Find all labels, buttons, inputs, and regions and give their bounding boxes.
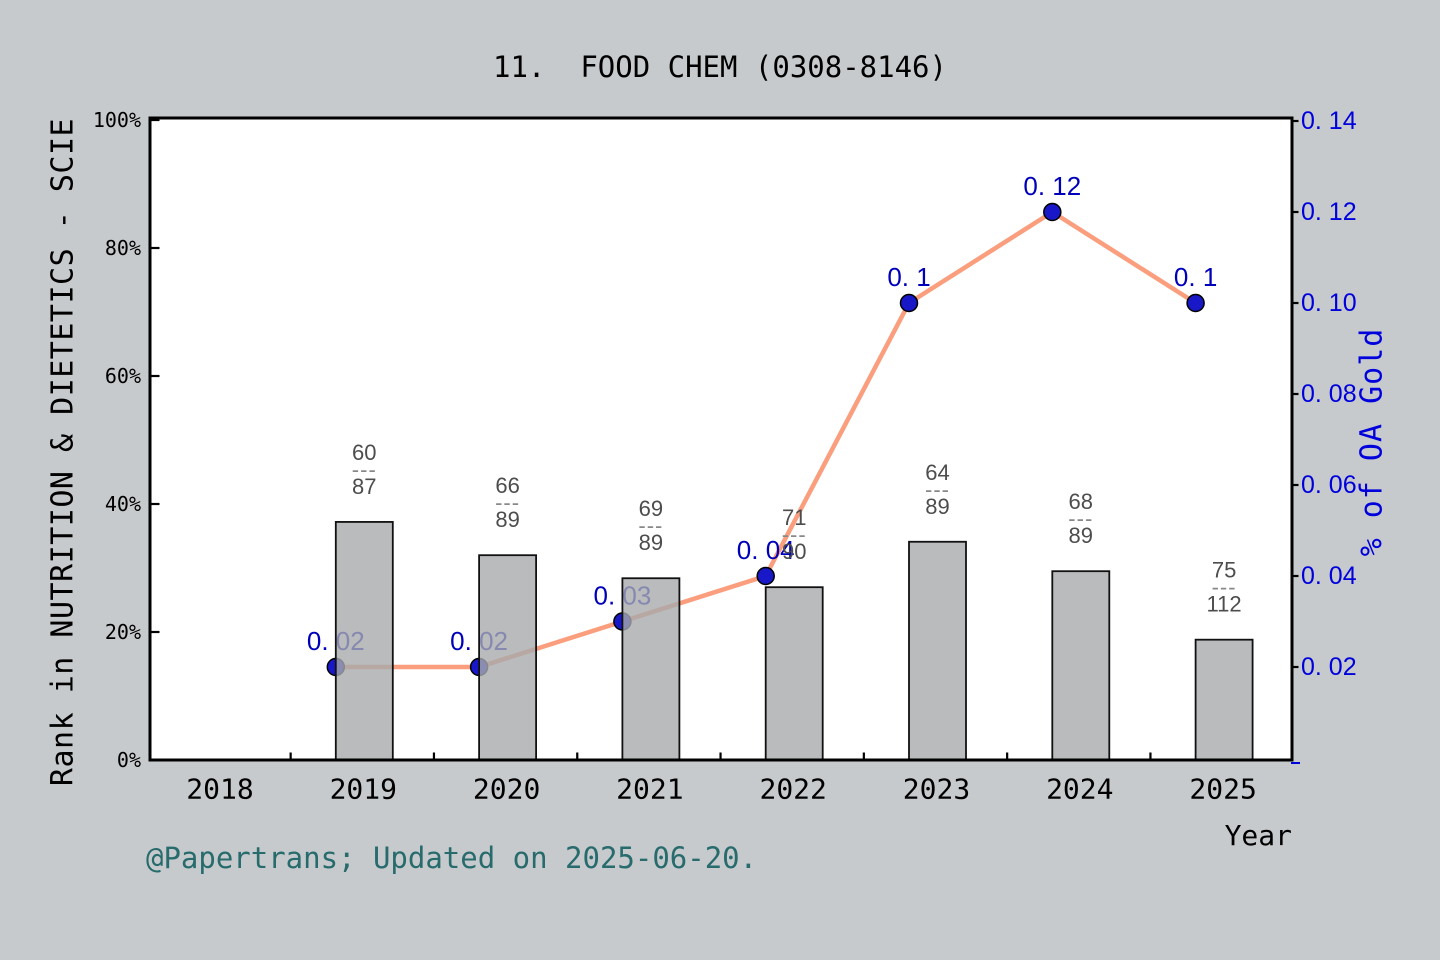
data-point-2022	[756, 566, 775, 586]
x-axis-title: Year	[1224, 819, 1292, 852]
value-label-2025: 0. 1	[1174, 262, 1217, 292]
fraction-bar-2020: ---	[495, 490, 520, 515]
fraction-bar-2025: ---	[1212, 575, 1237, 600]
fraction-numerator-2022: 71	[782, 505, 806, 530]
fraction-bar-2022: ---	[782, 522, 807, 547]
data-point-2025	[1186, 293, 1205, 313]
left-tick-label-20: 20%	[105, 620, 141, 644]
fraction-numerator-2020: 66	[495, 473, 519, 498]
fraction-denominator-2024: 89	[1069, 523, 1093, 548]
fraction-bar-2023: ---	[925, 477, 950, 502]
right-tick-label-0.04: 0. 04	[1301, 562, 1357, 590]
bar-2021	[621, 577, 681, 761]
data-point-2024	[1043, 202, 1062, 222]
left-tick-label-100: 100%	[93, 108, 141, 132]
x-tick-label-2020: 2020	[473, 773, 540, 806]
x-tick-label-2023: 2023	[903, 773, 970, 806]
right-tick-label-0.02: 0. 02	[1301, 653, 1357, 681]
fraction-denominator-2025: 112	[1207, 592, 1242, 617]
fraction-numerator-2023: 64	[925, 460, 949, 485]
plot-frame	[148, 116, 1294, 762]
fraction-denominator-2021: 89	[639, 530, 663, 555]
value-label-2022: 0. 04	[737, 535, 795, 565]
x-tick-label-2018: 2018	[186, 773, 253, 806]
x-tick-label-2021: 2021	[616, 773, 683, 806]
left-tick-label-40: 40%	[105, 492, 141, 516]
left-tick-label-0: 0%	[117, 748, 141, 772]
left-tick-label-80: 80%	[105, 236, 141, 260]
fraction-denominator-2022: 90	[782, 539, 806, 564]
fraction-bar-2024: ---	[1068, 506, 1093, 531]
bar-2022	[764, 586, 824, 761]
fraction-bar-2021: ---	[638, 513, 663, 538]
fraction-denominator-2019: 87	[352, 474, 376, 499]
fraction-numerator-2019: 60	[352, 440, 376, 465]
x-tick-label-2024: 2024	[1046, 773, 1113, 806]
footer-credit: @Papertrans; Updated on 2025-06-20.	[146, 841, 758, 875]
bar-2024	[1051, 570, 1111, 761]
right-tick-label-0.1: 0. 10	[1301, 289, 1357, 317]
right-tick-label-0.08: 0. 08	[1301, 380, 1357, 408]
fraction-bar-2019: ---	[352, 457, 377, 482]
chart-title: 11. FOOD CHEM (0308-8146)	[493, 50, 947, 84]
fraction-denominator-2020: 89	[495, 507, 519, 532]
fraction-denominator-2023: 89	[925, 494, 949, 519]
fraction-numerator-2025: 75	[1212, 558, 1236, 583]
right-tick-label-0.06: 0. 06	[1301, 471, 1357, 499]
value-label-2023: 0. 1	[887, 262, 930, 292]
plot-area	[150, 118, 1292, 760]
right-tick-label-0.14: 0. 14	[1301, 107, 1357, 135]
left-tick-label-60: 60%	[105, 364, 141, 388]
x-tick-label-2025: 2025	[1189, 773, 1256, 806]
right-tick-label-0.12: 0. 12	[1301, 198, 1357, 226]
bar-2023	[908, 540, 967, 761]
bar-2019	[334, 521, 394, 761]
fraction-numerator-2021: 69	[639, 496, 663, 521]
fraction-numerator-2024: 68	[1069, 489, 1093, 514]
x-tick-label-2022: 2022	[759, 773, 826, 806]
value-label-2024: 0. 12	[1023, 171, 1081, 201]
x-tick-label-2019: 2019	[330, 773, 397, 806]
bar-2020	[478, 554, 538, 761]
data-point-2023	[899, 293, 919, 313]
bar-2025	[1194, 638, 1254, 761]
